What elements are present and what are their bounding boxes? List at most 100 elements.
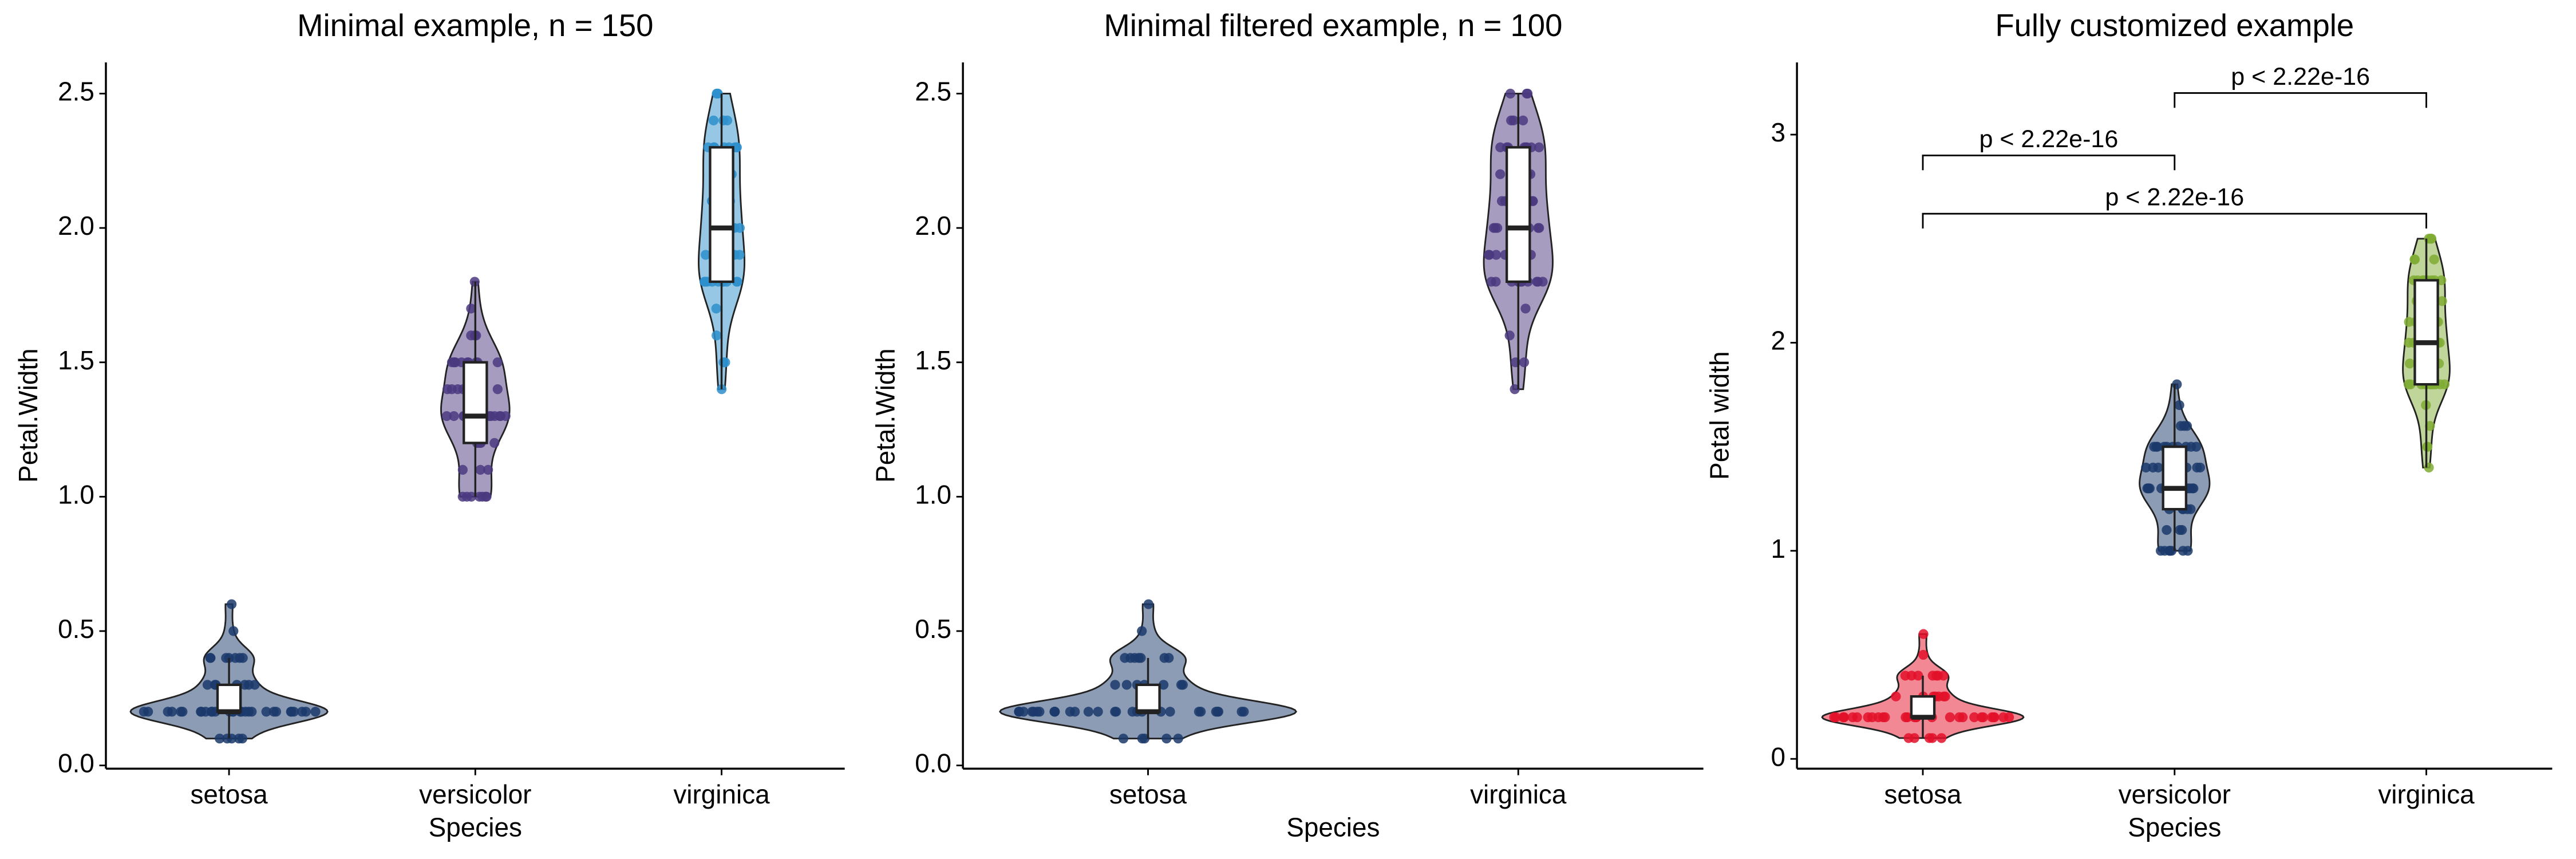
data-point <box>1918 649 1929 660</box>
data-point <box>1989 712 1999 723</box>
data-point <box>1508 115 1519 125</box>
data-point <box>1534 223 1544 233</box>
data-point <box>1927 671 1938 681</box>
significance-label: p < 2.22e-16 <box>2231 63 2370 90</box>
data-point <box>1492 223 1503 233</box>
data-point <box>235 653 245 663</box>
data-point <box>202 680 213 690</box>
data-point <box>1173 734 1183 744</box>
y-tick-label: 2.0 <box>58 211 94 241</box>
data-point <box>1127 707 1137 717</box>
x-tick-label: virginica <box>2378 779 2475 809</box>
data-point <box>2172 379 2182 389</box>
x-axis-label: Species <box>2128 812 2221 842</box>
data-point <box>489 438 500 448</box>
x-axis-label: Species <box>429 812 522 842</box>
data-point <box>1538 277 1548 287</box>
data-point <box>718 357 729 368</box>
y-tick-label: 1.5 <box>915 345 951 375</box>
data-point <box>2437 296 2447 306</box>
data-point <box>1125 653 1136 663</box>
data-point <box>2426 234 2437 244</box>
box <box>1506 146 1531 283</box>
y-tick-label: 1.5 <box>58 345 94 375</box>
data-point <box>2185 483 2195 494</box>
data-point <box>466 304 476 314</box>
data-point <box>286 707 297 717</box>
data-point <box>1927 733 1938 743</box>
data-point <box>466 330 476 341</box>
box <box>2162 445 2187 511</box>
data-point <box>2404 337 2414 348</box>
data-point <box>2186 504 2196 514</box>
data-point <box>1137 626 1147 636</box>
data-point <box>1913 671 1923 681</box>
y-tick-label: 0.0 <box>915 748 951 778</box>
y-tick-label: 2 <box>1771 326 1786 356</box>
data-point <box>492 357 503 368</box>
data-point <box>1969 712 1980 723</box>
data-point <box>1161 734 1172 744</box>
data-point <box>1212 707 1223 717</box>
data-point <box>1159 653 1170 663</box>
data-point <box>1239 707 1249 717</box>
data-point <box>1522 88 1533 99</box>
data-point <box>1518 115 1528 125</box>
y-axis-label: Petal.Width <box>870 348 900 483</box>
significance-bracket <box>1922 212 2427 228</box>
data-point <box>2159 546 2170 556</box>
data-point <box>1049 707 1060 717</box>
y-tick-label: 3 <box>1771 117 1786 147</box>
chart-title: Fully customized example <box>1995 8 2354 43</box>
data-point <box>2191 442 2202 452</box>
y-tick-label: 1 <box>1771 534 1786 564</box>
data-point <box>2153 462 2163 473</box>
data-point <box>2162 525 2172 535</box>
data-point <box>1093 707 1103 717</box>
data-point <box>712 330 722 341</box>
data-point <box>1863 712 1873 723</box>
data-point <box>2403 379 2414 389</box>
data-point <box>261 707 271 717</box>
data-point <box>699 277 710 287</box>
data-point <box>237 734 247 744</box>
data-point <box>1159 680 1169 690</box>
data-point <box>2174 400 2184 411</box>
data-point <box>310 707 321 717</box>
data-point <box>708 115 719 125</box>
data-point <box>701 250 711 260</box>
y-tick-label: 0.5 <box>58 614 94 644</box>
data-point <box>228 626 239 636</box>
significance-bracket <box>1922 154 2176 171</box>
data-point <box>2004 712 2014 723</box>
data-point <box>1519 357 1530 368</box>
data-point <box>1978 712 1989 723</box>
data-point <box>1118 734 1129 744</box>
data-point <box>475 464 485 475</box>
data-point <box>2175 525 2185 535</box>
data-point <box>2429 254 2439 265</box>
data-point <box>1510 384 1520 395</box>
data-point <box>2142 483 2152 494</box>
x-tick-label: setosa <box>191 779 268 809</box>
data-point <box>1484 250 1495 260</box>
data-point <box>477 491 488 502</box>
data-point <box>462 491 472 502</box>
data-point <box>441 411 452 421</box>
significance-label: p < 2.22e-16 <box>1979 125 2118 153</box>
data-point <box>1880 712 1890 723</box>
y-tick-label: 2.5 <box>915 77 951 107</box>
data-point <box>1958 712 1968 723</box>
data-point <box>227 599 237 609</box>
data-point <box>2439 379 2450 389</box>
y-tick-label: 2.0 <box>915 211 951 241</box>
data-point <box>1918 629 1929 639</box>
box <box>1135 683 1161 713</box>
box <box>1910 695 1936 719</box>
data-point <box>1838 712 1848 723</box>
data-point <box>1014 707 1024 717</box>
data-point <box>442 384 453 395</box>
data-point <box>1891 691 1901 702</box>
data-point <box>1934 691 1944 702</box>
y-tick-label: 0.5 <box>915 614 951 644</box>
